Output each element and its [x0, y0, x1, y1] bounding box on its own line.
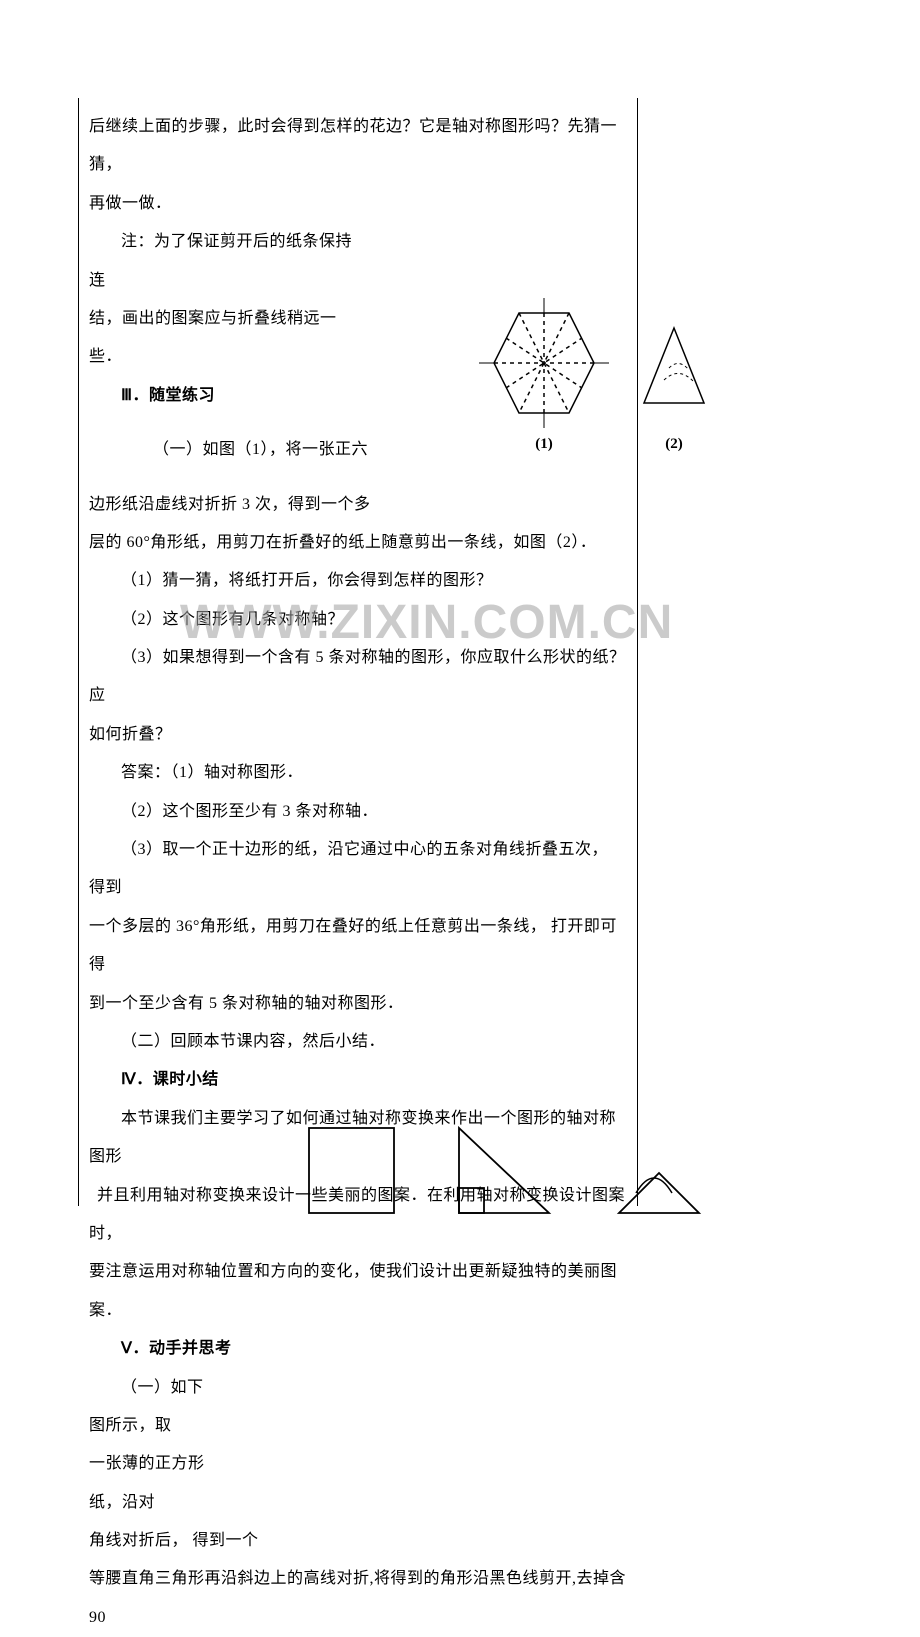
p3b: 边形纸沿虚线对折折 3 次，得到一个多 — [89, 486, 627, 524]
p4: （1）猜一猜，将纸打开后，你会得到怎样的图形？ — [89, 562, 627, 600]
heading-5: Ⅴ．动手并思考 — [89, 1330, 627, 1368]
ans2: （2）这个图形至少有 3 条对称轴． — [89, 793, 627, 831]
p1a: 后继续上面的步骤，此时会得到怎样的花边？它是轴对称图形吗？先猜一猜 — [89, 118, 617, 173]
ans3b: 一个多层的 36°角形纸，用剪刀在叠好的纸上任意剪出一条线， 打开即可得 — [89, 908, 627, 985]
p6a: （3）如果想得到一个含有 5 条对称轴的图形，你应取什么形状的纸？应 — [89, 639, 627, 716]
p1b: 再做一做． — [89, 185, 627, 223]
ans1: 答案：（1）轴对称图形． — [89, 754, 627, 792]
figure-fold-sequence — [304, 1123, 709, 1228]
sum3: 要注意运用对称轴位置和方向的变化，使我们设计出更新疑独特的美丽图案． — [89, 1253, 627, 1330]
p8c: 角线对折后， 得到一个 — [89, 1522, 627, 1560]
content-frame: (1) (2) — [78, 98, 638, 1206]
figure-hexagon-triangle: (1) (2) — [444, 298, 724, 463]
heading-4: Ⅳ．课时小结 — [89, 1061, 627, 1099]
page: (1) (2) — [0, 0, 920, 1302]
p3c: 层的 60°角形纸，用剪刀在折叠好的纸上随意剪出一条线，如图（2）． — [89, 524, 627, 562]
fig-label-1: (1) — [535, 436, 553, 452]
p8d: 等腰直角三角形再沿斜边上的高线对折,将得到的角形沿黑色线剪开,去掉含 90 — [89, 1560, 627, 1637]
ans3a: （3）取一个正十边形的纸，沿它通过中心的五条对角线折叠五次， 得到 — [89, 831, 627, 908]
fold-svg — [304, 1123, 709, 1228]
p7: （二）回顾本节课内容，然后小结． — [89, 1023, 627, 1061]
fig-label-2: (2) — [665, 436, 683, 452]
hexagon-svg: (1) (2) — [444, 298, 724, 463]
ans3c: 到一个至少含有 5 条对称轴的轴对称图形． — [89, 985, 627, 1023]
p5: （2）这个图形有几条对称轴？ — [89, 601, 627, 639]
p6b: 如何折叠？ — [89, 716, 627, 754]
